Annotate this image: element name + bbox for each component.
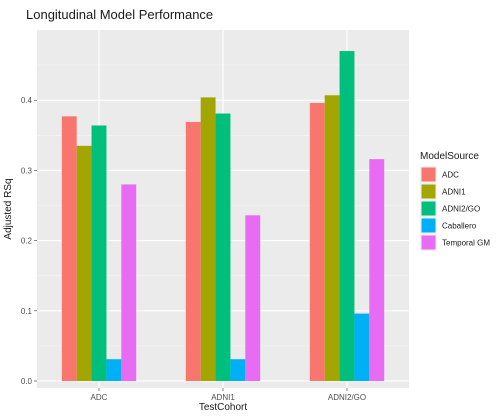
legend-label: Caballero — [442, 222, 477, 231]
axis-layer: 0.0 0.1 0.2 0.3 0.4 ADC ADNI1 ADNI2/GO — [21, 96, 366, 402]
bar — [369, 159, 385, 381]
bar — [61, 116, 77, 381]
x-tick-label: ADNI1 — [211, 393, 235, 402]
y-axis-title: Adjusted RSq — [3, 178, 14, 239]
legend-swatch — [421, 235, 436, 250]
y-tick-label: 0.1 — [21, 307, 33, 316]
y-tick-label: 0.2 — [21, 237, 33, 246]
bar — [185, 121, 201, 381]
bar — [200, 97, 216, 381]
legend-label: ADNI1 — [442, 188, 466, 197]
bar — [215, 113, 231, 381]
y-tick-label: 0.3 — [21, 166, 33, 175]
bar — [354, 313, 370, 381]
legend-swatch — [421, 167, 436, 182]
bar-layer — [61, 51, 385, 381]
y-tick-label: 0.4 — [21, 96, 33, 105]
legend-label: Temporal GM — [442, 239, 490, 248]
bar — [121, 184, 137, 381]
bar — [106, 359, 122, 381]
x-tick-label: ADC — [91, 393, 108, 402]
legend-swatch — [421, 218, 436, 233]
chart-title: Longitudinal Model Performance — [26, 7, 213, 22]
legend: ADC ADNI1 ADNI2/GO Caballero Temporal GM — [420, 166, 490, 251]
bar — [339, 51, 355, 381]
legend-label: ADNI2/GO — [442, 205, 480, 214]
bar — [230, 359, 246, 381]
bar — [245, 215, 261, 381]
bar — [324, 95, 340, 381]
legend-label: ADC — [442, 171, 459, 180]
bar — [76, 145, 92, 381]
bar — [309, 103, 325, 381]
legend-swatch — [421, 184, 436, 199]
legend-title: ModelSource — [420, 151, 479, 162]
x-axis-title: TestCohort — [199, 402, 248, 413]
y-tick-label: 0.0 — [21, 377, 33, 386]
x-tick-label: ADNI2/GO — [328, 393, 366, 402]
bar — [91, 125, 107, 381]
legend-swatch — [421, 201, 436, 216]
